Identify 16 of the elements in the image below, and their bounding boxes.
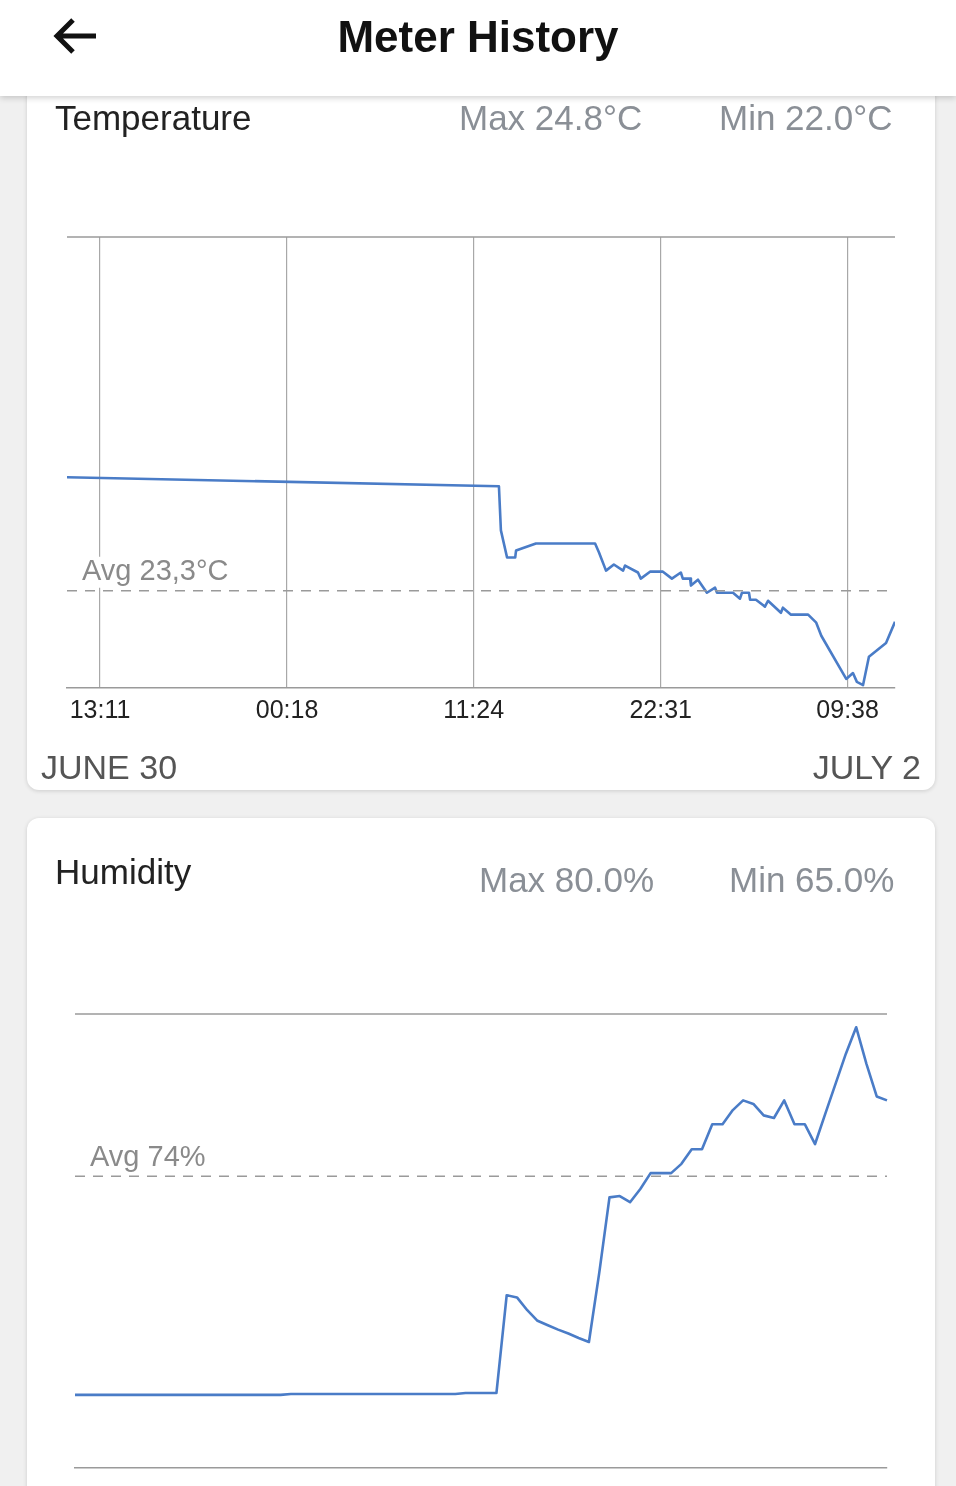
x-tick-label: 00:18 bbox=[255, 694, 319, 723]
x-tick-label: 09:38 bbox=[816, 694, 879, 723]
text: JUNE 30 bbox=[41, 748, 178, 787]
ref-line-label: Avg 23,3°C bbox=[82, 554, 229, 587]
text: Max 80.0% bbox=[479, 860, 655, 900]
ref-line-label: Avg 74% bbox=[90, 1139, 206, 1172]
x-tick-label: 13:11 bbox=[69, 694, 131, 723]
text: Min 22.0°C bbox=[719, 98, 893, 138]
text: Min 65.0% bbox=[729, 860, 895, 900]
x-tick-label: 11:24 bbox=[443, 694, 505, 723]
text: JULY 2 bbox=[812, 748, 921, 787]
text: Max 24.8°C bbox=[459, 98, 643, 138]
chart-title: Temperature bbox=[55, 98, 252, 138]
x-tick-label: 22:31 bbox=[629, 694, 692, 723]
text: Meter History bbox=[336, 12, 620, 62]
chart-title: Humidity bbox=[55, 852, 192, 892]
